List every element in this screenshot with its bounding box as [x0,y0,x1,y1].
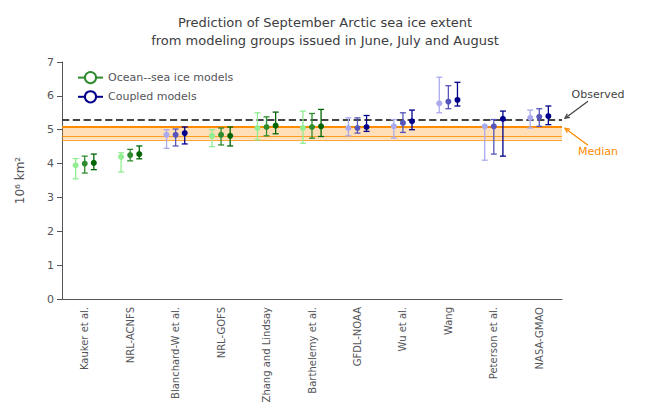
svg-text:5: 5 [47,123,54,136]
svg-text:10⁶ km²: 10⁶ km² [13,157,27,205]
svg-text:0: 0 [47,293,54,306]
svg-text:Barthelemy et al.: Barthelemy et al. [307,307,318,394]
svg-text:NASA-GMAO: NASA-GMAO [534,307,545,369]
svg-text:Median: Median [578,145,618,158]
svg-text:Wu et al.: Wu et al. [397,307,408,351]
svg-text:Observed: Observed [572,88,625,101]
svg-text:4: 4 [47,157,54,170]
svg-text:Peterson et al.: Peterson et al. [488,307,499,379]
svg-text:2: 2 [47,225,54,238]
svg-text:from modeling groups issued in: from modeling groups issued in June, Jul… [151,33,499,48]
svg-text:6: 6 [47,89,54,102]
svg-text:Ocean--sea ice models: Ocean--sea ice models [108,71,233,84]
svg-text:Coupled models: Coupled models [108,90,197,103]
svg-text:GFDL-NOAA: GFDL-NOAA [352,307,363,367]
svg-text:1: 1 [47,259,54,272]
svg-text:Blanchard-W et al.: Blanchard-W et al. [170,307,181,399]
svg-text:NRL-ACNFS: NRL-ACNFS [125,307,136,363]
svg-text:3: 3 [47,191,54,204]
svg-text:Zhang and Lindsay: Zhang and Lindsay [261,307,272,403]
svg-text:Kauker et al.: Kauker et al. [79,307,90,370]
svg-text:7: 7 [47,56,54,69]
svg-text:NRL-GOFS: NRL-GOFS [216,307,227,358]
svg-text:Prediction of September Arctic: Prediction of September Arctic sea ice e… [178,15,472,30]
svg-text:Wang: Wang [443,307,454,335]
